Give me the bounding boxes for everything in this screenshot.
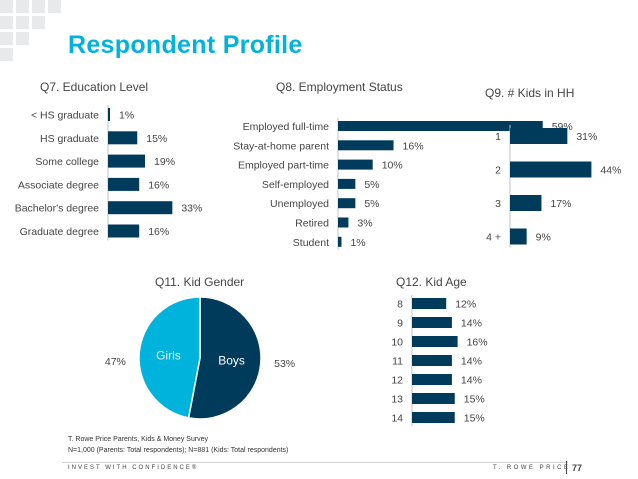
data-label: 5% [364,198,379,210]
category-label: 1 [495,131,501,143]
category-label: 13 [391,394,403,406]
data-label: 16% [148,226,169,238]
bar [338,121,543,131]
category-label: Employed full-time [243,121,330,133]
bar [412,336,458,347]
bar [108,154,146,168]
source-note: T. Rowe Price Parents, Kids & Money Surv… [68,436,209,443]
data-label: 3% [357,218,372,230]
category-label: 4 + [486,232,501,244]
data-label: 16% [148,179,169,191]
kids-in-household-chart: 1 31% 2 44% 3 17% 4 + 9% [486,125,621,248]
category-label: 9 [397,318,403,330]
data-label: 17% [550,198,571,210]
q12-chart-title: Q12. Kid Age [396,275,467,289]
category-label: 8 [397,299,403,311]
data-label: 14% [461,375,482,387]
data-label: 33% [181,203,202,215]
bar [338,178,356,189]
data-label: 16% [403,140,424,152]
category-label: 10 [391,337,403,349]
slice-name: Boys [218,354,245,368]
bar [510,161,592,178]
bar [338,159,373,170]
slice-percent-label: 47% [105,356,126,368]
q11-chart-title: Q11. Kid Gender [155,275,245,289]
data-label: 1% [119,110,134,122]
data-label: 44% [600,165,621,177]
kid-gender-pie-chart: Boys 53% Girls 47% [105,296,295,420]
kid-age-chart: 8 12% 9 14% 10 16% 11 14% 12 14% 13 15% 14 15% [391,295,488,426]
bar [108,131,138,145]
category-label: Self-employed [262,179,329,191]
category-label: < HS graduate [31,110,99,122]
bar [108,108,110,121]
data-label: 31% [576,131,597,143]
bar [510,128,568,144]
bar [338,198,356,209]
page-number-separator [566,461,567,474]
corner-decoration [0,0,62,62]
pie-slice [187,296,262,420]
tagline: INVEST WITH CONFIDENCE® [68,465,199,471]
category-label: Unemployed [270,198,329,210]
pie-slice [138,296,201,419]
bar [412,317,452,328]
category-label: HS graduate [40,133,99,145]
bar [412,412,455,423]
category-label: 11 [392,356,403,368]
q9-chart-title: Q9. # Kids in HH [485,86,575,100]
bar [412,374,452,385]
education-level-chart: < HS graduate 1% HS graduate 15% Some colleg… [15,105,202,241]
slice-name: Girls [156,348,181,362]
sample-size-note: N=1,000 (Parents: Total respondents); N=… [68,447,289,454]
data-label: 5% [364,179,379,191]
bar [412,393,455,404]
category-label: Student [293,237,329,249]
data-label: 10% [382,160,403,172]
bar [338,236,342,247]
bar [338,140,394,151]
category-label: 12 [391,375,403,387]
bar [338,217,349,228]
category-label: Bachelor's degree [15,203,99,215]
bar [412,355,452,366]
page-number: 77 [572,463,583,473]
slice-percent-label: 53% [274,358,295,370]
bar [108,201,173,215]
q7-chart-title: Q7. Education Level [40,80,149,94]
data-label: 19% [154,156,175,168]
bar [108,177,140,191]
data-label: 14% [461,318,482,330]
data-label: 9% [536,232,551,244]
category-label: Associate degree [18,179,99,191]
category-label: Some college [35,156,99,168]
data-label: 1% [350,237,365,249]
bar [412,298,447,309]
employment-status-chart: Employed full-time 59%Stay-at-home parent… [233,118,573,250]
category-label: 3 [495,198,501,210]
bar [510,195,542,211]
brand-logo-text: T. ROWE PRICE [493,465,571,471]
data-label: 15% [146,133,167,145]
data-label: 14% [461,356,482,368]
data-label: 12% [455,299,476,311]
data-label: 15% [464,394,485,406]
category-label: Graduate degree [20,226,100,238]
data-label: 15% [464,413,485,425]
category-label: 14 [391,413,403,425]
q8-chart-title: Q8. Employment Status [276,80,403,94]
footer-divider [62,462,568,463]
category-label: Retired [295,218,329,230]
category-label: Employed part-time [238,160,329,172]
bar [510,228,527,245]
category-label: Stay-at-home parent [233,140,329,152]
page-title: Respondent Profile [68,31,303,59]
data-label: 16% [467,337,488,349]
category-label: 2 [495,165,501,177]
bar [108,224,140,238]
